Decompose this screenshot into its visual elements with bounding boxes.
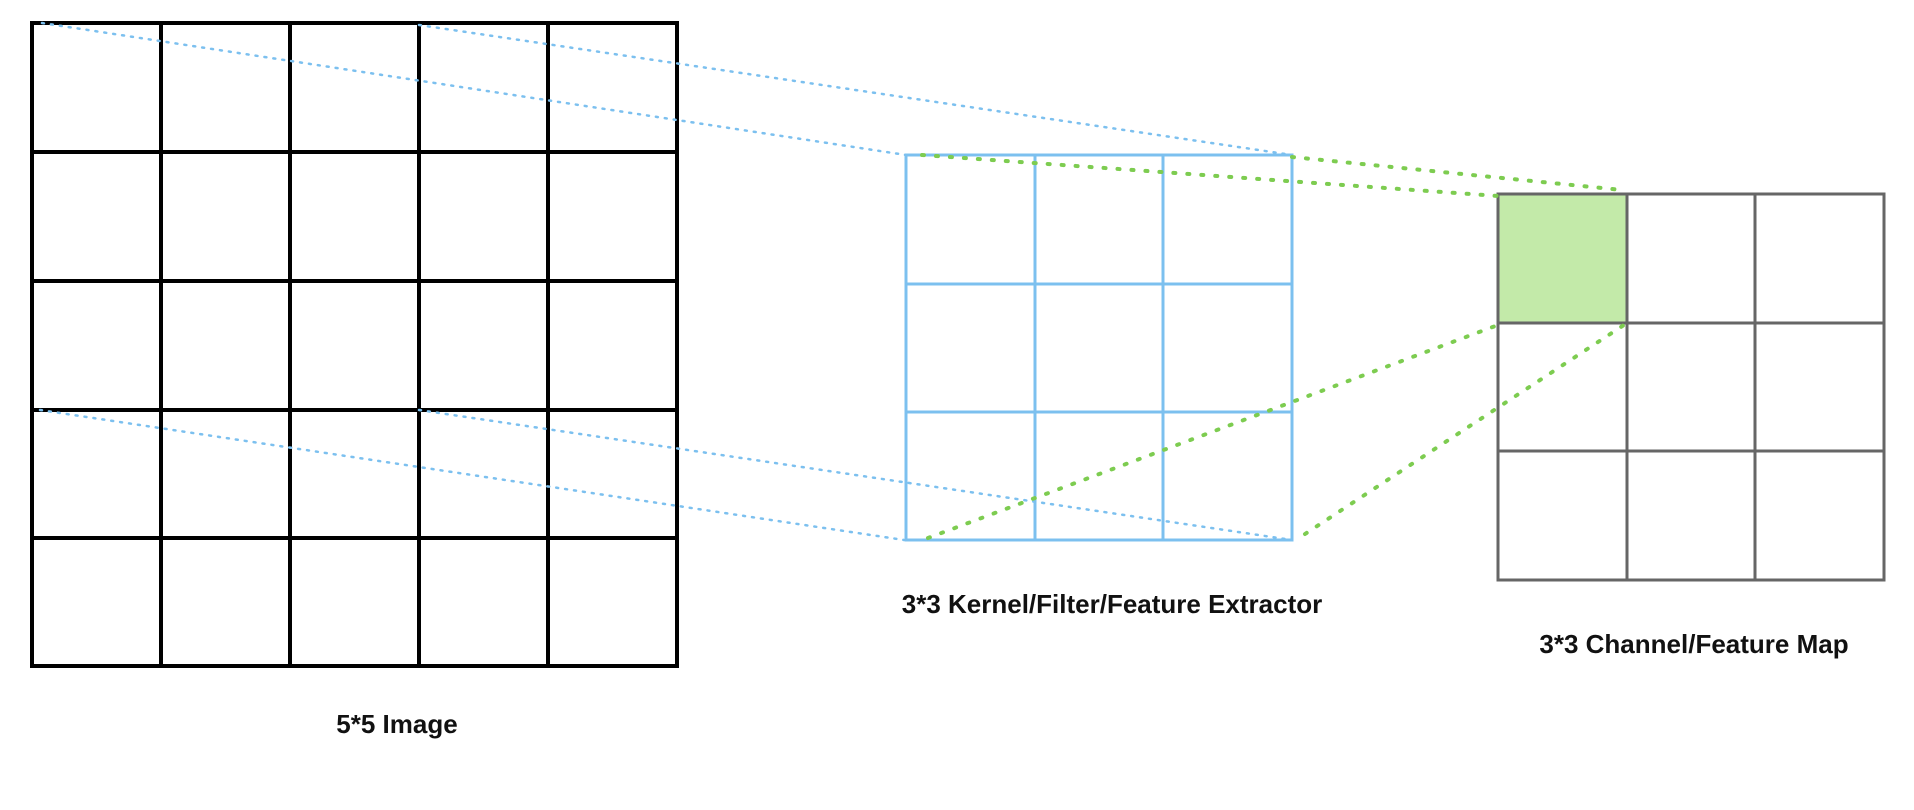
kernel-grid <box>904 153 1294 542</box>
feature-map-highlighted-cell <box>1498 194 1627 323</box>
feature-map-caption: 3*3 Channel/Feature Map <box>1539 629 1848 659</box>
kernel-caption: 3*3 Kernel/Filter/Feature Extractor <box>902 589 1323 619</box>
image-caption: 5*5 Image <box>336 709 457 739</box>
kernel-to-map-lines <box>920 153 1629 540</box>
feature-map-grid <box>1496 192 1886 582</box>
image-grid <box>30 21 679 668</box>
image-to-kernel-lines <box>38 21 1294 542</box>
